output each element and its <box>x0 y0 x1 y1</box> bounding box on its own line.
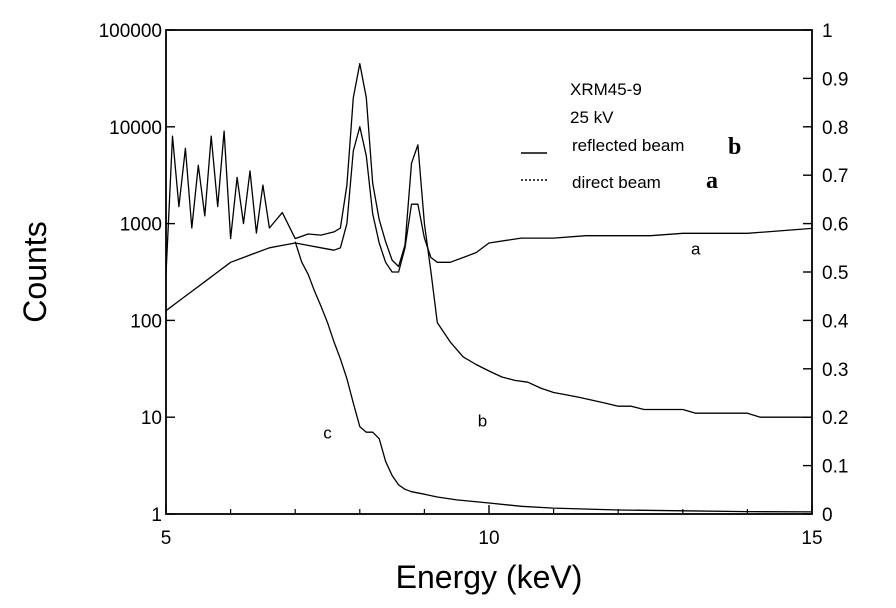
y-tick-label: 100 <box>130 311 162 332</box>
legend-line-sample: XRM45-9 <box>570 80 642 99</box>
y-tick-label: 100000 <box>99 21 162 42</box>
y2-tick-label: 0.2 <box>822 408 848 429</box>
curve-label-c: c <box>323 424 332 443</box>
legend: XRM45-9 25 kV reflected beam b direct be… <box>521 80 741 194</box>
y-tick-label: 10 <box>141 408 162 429</box>
y2-tick-label: 0.8 <box>822 118 848 139</box>
series-c-line <box>294 241 813 513</box>
y2-tick-label: 0 <box>822 505 833 526</box>
x-tick-label: 5 <box>161 528 172 549</box>
tick-labels: 5 10 15 1 10 100 1000 10000 100000 0 0.1 0.2 0.3 0.4 0… <box>99 21 849 549</box>
y-tick-label: 1 <box>151 505 162 526</box>
curve-label-b: b <box>478 412 487 431</box>
axis-ticks <box>165 29 813 515</box>
y2-tick-label: 0.9 <box>822 69 848 90</box>
y2-tick-label: 0.6 <box>822 215 848 236</box>
legend-label-reflected: reflected beam <box>572 136 684 155</box>
x-tick-label: 15 <box>801 528 822 549</box>
x-axis-title: Energy (keV) <box>396 559 583 595</box>
legend-letter-direct: a <box>706 168 718 194</box>
y-tick-label: 1000 <box>120 215 162 236</box>
legend-label-direct: direct beam <box>572 173 661 192</box>
y2-tick-label: 0.4 <box>822 311 849 332</box>
series-b-line <box>165 62 812 418</box>
y2-tick-label: 0.3 <box>822 360 848 381</box>
series-a-line <box>165 126 813 312</box>
plot-frame <box>165 29 813 515</box>
x-tick-label: 10 <box>478 528 499 549</box>
curve-label-a: a <box>691 239 701 258</box>
y-tick-label: 10000 <box>109 118 162 139</box>
legend-letter-reflected: b <box>728 134 741 160</box>
curves <box>165 62 813 513</box>
y2-tick-label: 0.1 <box>822 457 848 478</box>
legend-line-voltage: 25 kV <box>570 108 614 127</box>
y2-tick-label: 0.7 <box>822 166 848 187</box>
y2-tick-label: 1 <box>822 21 833 42</box>
y2-tick-label: 0.5 <box>822 263 848 284</box>
y-axis-title: Counts <box>17 221 53 322</box>
curve-labels: a b c <box>323 239 701 442</box>
